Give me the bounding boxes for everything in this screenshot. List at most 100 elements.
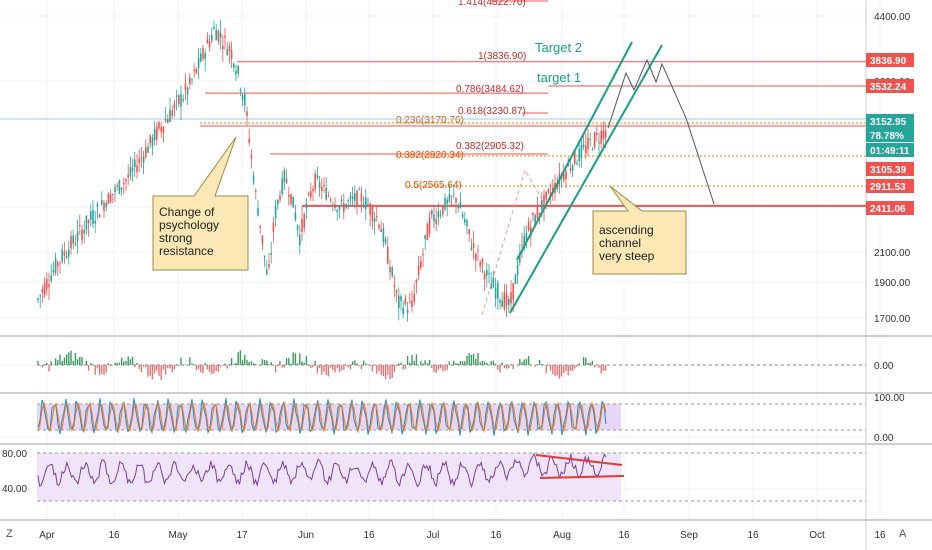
candle [417, 265, 420, 275]
candle [156, 126, 158, 140]
candle [131, 167, 134, 172]
candle [435, 219, 437, 225]
candle [400, 296, 402, 301]
candle [39, 295, 41, 297]
candle [98, 214, 101, 218]
candle [109, 193, 112, 203]
candle [76, 231, 79, 241]
candle [288, 194, 290, 197]
candle [455, 198, 457, 203]
candle [514, 274, 517, 284]
candle [215, 30, 217, 41]
candle [464, 219, 466, 223]
callout-text: Change of [159, 205, 215, 219]
candle [409, 301, 411, 303]
candle [499, 300, 501, 304]
candle [173, 103, 176, 109]
time-tick: 16 [108, 530, 120, 541]
candle [96, 203, 99, 207]
candle [468, 229, 470, 234]
candle [336, 210, 338, 213]
time-tick: 16 [747, 530, 759, 541]
grid [0, 0, 881, 520]
candle [334, 204, 336, 209]
candle [545, 191, 547, 200]
candle [37, 298, 39, 300]
candle [184, 83, 187, 91]
candle [505, 293, 508, 306]
time-tick: May [169, 530, 188, 541]
callout-text: strong [159, 231, 192, 245]
candle [450, 196, 453, 198]
candle [371, 206, 374, 222]
candle [415, 279, 418, 283]
callout-text: psychology [159, 218, 219, 232]
candle [393, 284, 396, 287]
candle [481, 259, 484, 265]
candle [138, 158, 140, 163]
candle [81, 229, 83, 241]
candle [516, 264, 519, 276]
rsi-trendline [539, 475, 625, 479]
candle [283, 170, 286, 183]
candle [422, 253, 424, 256]
candle [147, 146, 149, 153]
candle [340, 199, 343, 201]
candle [114, 187, 116, 193]
corner-label-left[interactable]: Z [6, 528, 13, 540]
candle [444, 197, 446, 209]
candle [244, 94, 246, 106]
candle [391, 267, 393, 277]
fib-label: 0.382(2905.32) [456, 141, 524, 152]
candle [189, 77, 191, 85]
price-tag-label: 3152.95 [870, 117, 907, 128]
candle [420, 261, 422, 268]
candle [565, 171, 567, 180]
candle [118, 180, 121, 194]
callout-text: very steep [599, 249, 655, 263]
channel-upper-line [516, 41, 633, 261]
candle [354, 193, 356, 201]
candle [226, 49, 228, 56]
time-tick: Apr [39, 530, 55, 541]
candle [574, 151, 576, 164]
candle [85, 215, 88, 230]
rsi-trendline [535, 454, 623, 466]
candle [380, 229, 382, 232]
candle [301, 218, 303, 232]
candle [525, 232, 528, 242]
candle [345, 204, 347, 209]
candle [413, 294, 415, 302]
fib-label: 0.5(2565.64) [405, 180, 462, 191]
candle [461, 214, 464, 218]
candle [602, 130, 605, 139]
candle [598, 142, 600, 144]
callout-text: channel [599, 236, 641, 250]
candle [356, 190, 358, 206]
channel-lower-line [509, 44, 663, 314]
candle [483, 273, 486, 280]
candle [90, 211, 92, 220]
candle [442, 204, 444, 215]
corner-label-right[interactable]: A [899, 528, 907, 540]
candle [233, 63, 235, 68]
candle [65, 256, 68, 258]
candle [224, 35, 226, 38]
candle [585, 145, 587, 154]
candle [261, 235, 264, 244]
candle [105, 202, 107, 208]
candle [202, 48, 204, 59]
candle [164, 119, 167, 122]
candle [87, 220, 90, 224]
fib-levels: 1.414(4822.70) 1(3836.90) 0.786(3484.62) 0.… [0, 0, 866, 207]
candle [246, 111, 248, 116]
time-tick: 16 [490, 530, 502, 541]
candle [149, 134, 151, 144]
callout-text: ascending [599, 223, 654, 237]
candle [151, 137, 154, 147]
candle [235, 70, 237, 75]
candle [439, 214, 442, 216]
candle [255, 190, 257, 192]
candle [431, 210, 433, 215]
